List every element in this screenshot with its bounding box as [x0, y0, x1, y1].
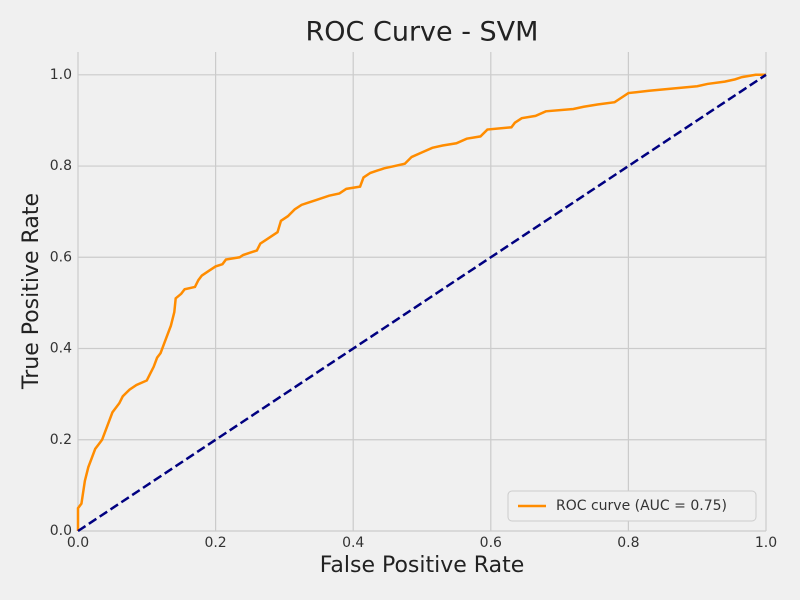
x-tick-label: 0.4 — [342, 535, 364, 551]
line-series — [77, 73, 767, 533]
y-axis-label: True Positive Rate — [19, 193, 44, 390]
x-tick-label: 0.2 — [204, 535, 226, 551]
y-tick-label: 0.2 — [50, 432, 72, 448]
x-tick-label: 0.8 — [617, 535, 639, 551]
legend-label: ROC curve (AUC = 0.75) — [556, 498, 727, 514]
y-tick-label: 0.6 — [50, 249, 72, 265]
y-tick-label: 0.8 — [50, 158, 72, 174]
line-series — [76, 73, 766, 531]
x-tick-label: 1.0 — [755, 535, 777, 551]
plot — [76, 73, 767, 533]
y-tick-label: 1.0 — [50, 67, 72, 83]
legend: ROC curve (AUC = 0.75) — [507, 490, 757, 522]
legend-box — [507, 490, 757, 522]
chart-title: ROC Curve - SVM — [306, 17, 539, 48]
y-tick-label: 0.4 — [50, 341, 72, 357]
x-axis-label: False Positive Rate — [320, 553, 524, 578]
x-tick-label: 0.0 — [67, 535, 89, 551]
x-tick-label: 0.6 — [480, 535, 502, 551]
y-tick-label: 0.0 — [50, 523, 72, 539]
grid: 0.0 0.2 0.4 0.6 0.8 1.0 0.0 0.2 0.4 0.6 0.8 1.0 — [50, 52, 777, 551]
